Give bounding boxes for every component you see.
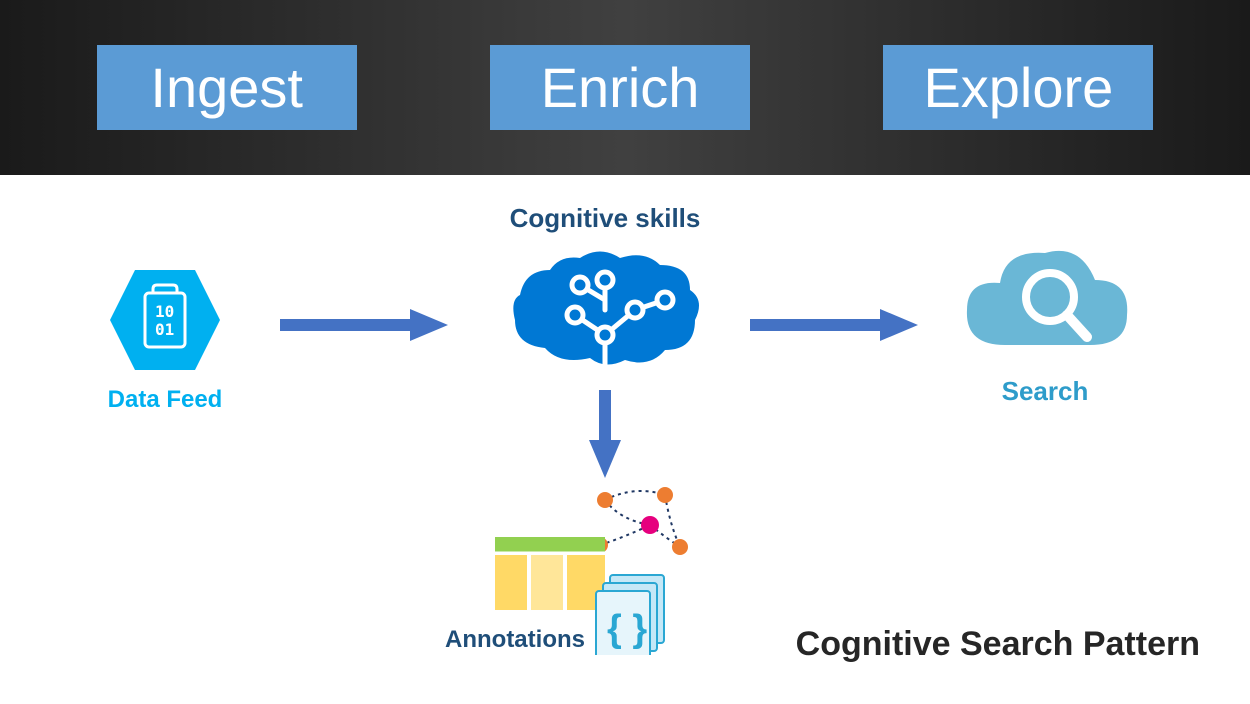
- arrow-enrich-to-explore: [750, 305, 920, 350]
- step-label: Enrich: [541, 56, 700, 119]
- diagram-title: Cognitive Search Pattern: [796, 625, 1200, 664]
- step-label: Ingest: [150, 56, 303, 119]
- node-label: Data Feed: [85, 386, 245, 414]
- hexagon-data-icon: 10 01: [105, 265, 225, 375]
- node-label: Annotations: [445, 626, 585, 654]
- node-annotations: { } Annotations: [445, 475, 725, 660]
- node-label: Search: [945, 376, 1145, 407]
- arrow-enrich-to-annotations: [585, 390, 625, 485]
- svg-text:01: 01: [155, 320, 174, 339]
- diagram-canvas: 10 01 Data Feed Cognitive skills: [0, 175, 1250, 704]
- svg-text:{ }: { }: [607, 608, 647, 650]
- step-explore: Explore: [883, 45, 1153, 130]
- step-ingest: Ingest: [97, 45, 357, 130]
- svg-text:10: 10: [155, 302, 174, 321]
- cloud-search-icon: [955, 235, 1135, 365]
- node-cognitive-skills: Cognitive skills: [495, 203, 715, 375]
- node-data-feed: 10 01 Data Feed: [85, 265, 245, 414]
- arrow-ingest-to-enrich: [280, 305, 450, 350]
- node-search: Search: [945, 235, 1145, 407]
- step-enrich: Enrich: [490, 45, 750, 130]
- step-label: Explore: [923, 56, 1113, 119]
- brain-icon: [505, 240, 705, 370]
- header-bar: Ingest Enrich Explore: [0, 0, 1250, 175]
- node-label: Cognitive skills: [495, 203, 715, 234]
